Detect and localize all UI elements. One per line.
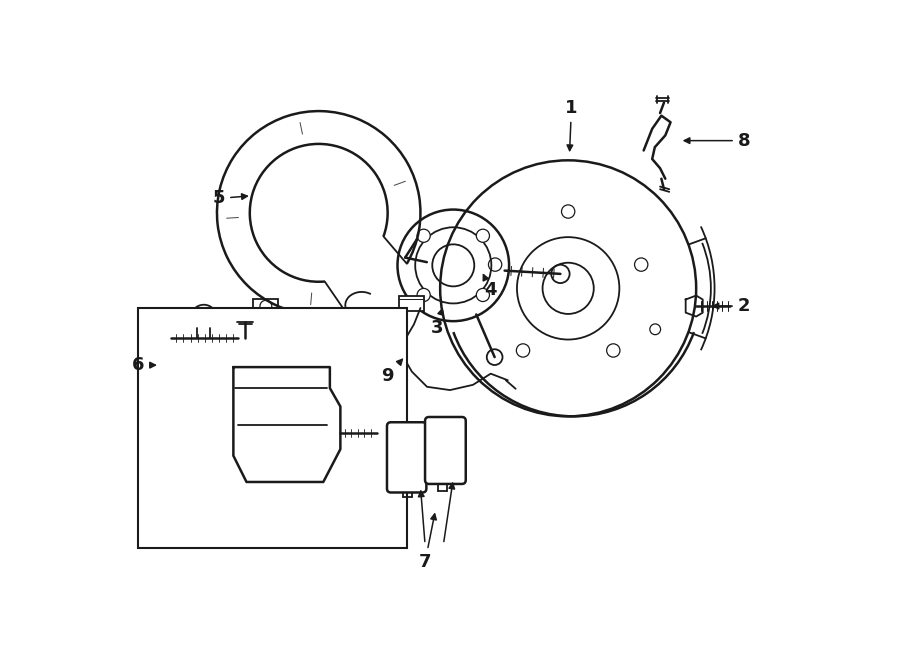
Circle shape — [301, 436, 332, 467]
Circle shape — [417, 229, 430, 242]
Circle shape — [231, 395, 255, 418]
Circle shape — [268, 436, 300, 467]
Text: 6: 6 — [132, 356, 156, 374]
Text: 2: 2 — [713, 297, 751, 315]
Circle shape — [369, 425, 385, 441]
Circle shape — [309, 395, 332, 418]
Circle shape — [417, 289, 430, 301]
Text: 4: 4 — [483, 275, 497, 299]
Bar — [254, 299, 278, 315]
Text: 8: 8 — [684, 132, 751, 150]
Text: 7: 7 — [418, 514, 436, 571]
Text: 3: 3 — [430, 309, 444, 337]
FancyBboxPatch shape — [425, 417, 466, 484]
Bar — [139, 308, 408, 547]
Circle shape — [476, 229, 490, 242]
Circle shape — [235, 436, 267, 467]
Text: 1: 1 — [565, 99, 578, 150]
Text: 5: 5 — [212, 189, 248, 207]
Circle shape — [476, 289, 490, 301]
FancyBboxPatch shape — [387, 422, 427, 493]
Bar — [399, 296, 424, 310]
Text: 9: 9 — [382, 359, 402, 385]
